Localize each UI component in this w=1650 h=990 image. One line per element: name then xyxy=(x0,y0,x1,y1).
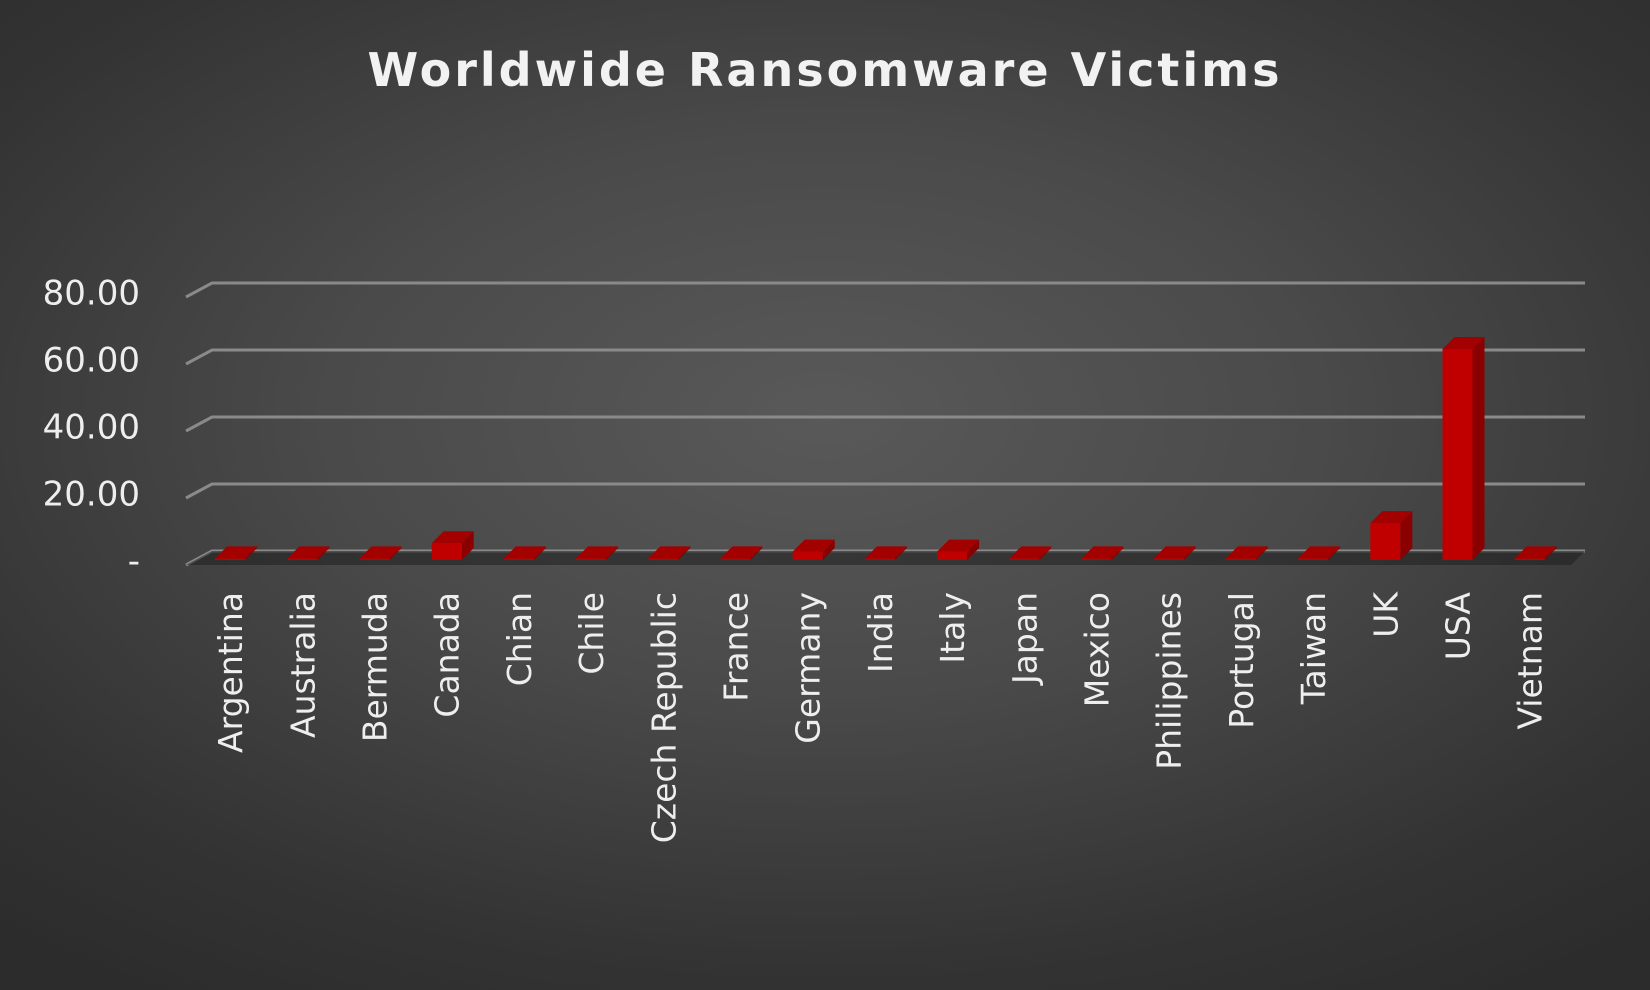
y-axis-ticks: - 20.00 40.00 60.00 80.00 xyxy=(43,274,140,582)
bar-australia xyxy=(287,546,330,560)
bar-portugal xyxy=(1225,546,1268,560)
x-tick-label-16: UK xyxy=(1366,591,1405,638)
y-tick-label-4: 80.00 xyxy=(43,274,140,314)
gridline-1 xyxy=(185,482,1585,500)
bar-usa xyxy=(1442,336,1485,560)
bar-india xyxy=(864,546,907,560)
y-tick-label-3: 60.00 xyxy=(43,341,140,381)
bar-uk xyxy=(1370,511,1413,560)
gridline-3 xyxy=(185,348,1585,366)
y-tick-label-2: 40.00 xyxy=(43,408,140,448)
x-tick-label-1: Australia xyxy=(283,592,322,738)
bar-vietnam xyxy=(1514,546,1557,560)
chart-title: Worldwide Ransomware Victims xyxy=(368,43,1283,97)
x-tick-label-5: Chile xyxy=(572,592,611,675)
bar-japan xyxy=(1009,546,1052,560)
x-tick-label-0: Argentina xyxy=(211,592,250,753)
bar-germany xyxy=(792,539,835,560)
x-tick-label-3: Canada xyxy=(428,592,467,718)
x-tick-label-6: Czech Republic xyxy=(644,592,683,843)
gridline-2 xyxy=(185,415,1585,433)
x-tick-label-2: Bermuda xyxy=(356,592,395,742)
bars xyxy=(215,336,1557,560)
bar-taiwan xyxy=(1298,546,1341,560)
bar-bermuda xyxy=(359,546,402,560)
x-tick-label-12: Mexico xyxy=(1078,592,1117,707)
x-tick-label-18: Vietnam xyxy=(1511,592,1550,730)
bar-chian xyxy=(503,546,546,560)
x-axis-ticks: Argentina Australia Bermuda Canada Chian Chil… xyxy=(211,591,1550,844)
x-tick-label-7: France xyxy=(717,592,756,702)
x-tick-label-14: Portugal xyxy=(1222,592,1261,729)
x-tick-label-8: Germany xyxy=(789,592,828,744)
gridline-4 xyxy=(185,281,1585,299)
bar-canada xyxy=(431,531,474,560)
y-tick-label-0: - xyxy=(128,542,140,582)
bar-philippines xyxy=(1153,546,1196,560)
x-tick-label-10: Italy xyxy=(933,592,972,664)
bar-argentina xyxy=(215,546,258,560)
bar-france xyxy=(720,546,763,560)
bar-italy xyxy=(937,539,980,560)
x-tick-label-9: India xyxy=(861,592,900,673)
bar-mexico xyxy=(1081,546,1124,560)
y-tick-label-1: 20.00 xyxy=(43,475,140,515)
x-tick-label-11: Japan xyxy=(1005,592,1044,686)
x-tick-label-13: Philippines xyxy=(1150,592,1189,770)
x-tick-label-15: Taiwan xyxy=(1294,592,1333,705)
bar-chile xyxy=(576,546,619,560)
x-tick-label-17: USA xyxy=(1439,592,1478,661)
x-tick-label-4: Chian xyxy=(500,592,539,686)
bar-czech-republic xyxy=(648,546,691,560)
